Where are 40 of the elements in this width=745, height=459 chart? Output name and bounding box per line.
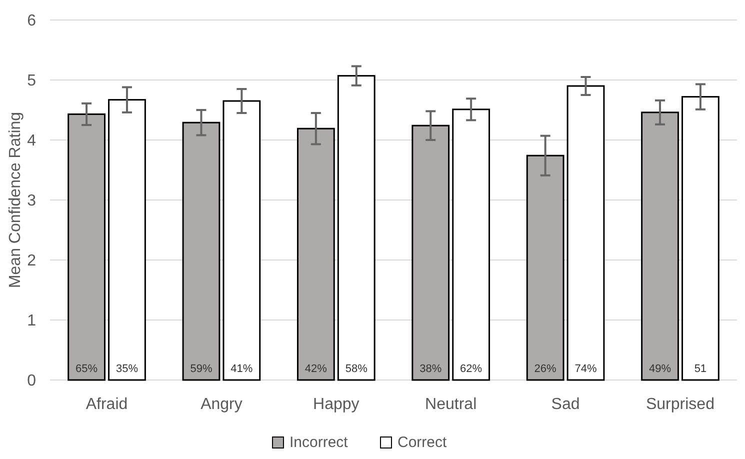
annotation: 62% <box>460 363 482 375</box>
bar <box>108 99 146 381</box>
bar <box>452 108 490 381</box>
x-tick-label: Sad <box>551 396 580 413</box>
bar <box>296 128 335 381</box>
bar <box>682 96 720 381</box>
x-tick-label: Neutral <box>425 396 477 413</box>
x-tick-label: Afraid <box>86 396 128 413</box>
y-axis-title: Mean Confidence Rating <box>7 112 24 288</box>
x-tick-label: Surprised <box>646 396 714 413</box>
y-tick-label: 4 <box>27 132 36 150</box>
annotation: 41% <box>230 363 253 375</box>
legend-label: Correct <box>398 434 448 451</box>
annotation: 38% <box>420 363 442 375</box>
y-tick-label: 2 <box>27 252 36 270</box>
bar <box>222 100 261 381</box>
annotation: 65% <box>76 363 98 375</box>
annotation: 59% <box>190 363 212 375</box>
bar <box>182 122 220 381</box>
annotation: 49% <box>648 363 672 375</box>
bar <box>526 154 564 381</box>
annotation: 42% <box>304 363 328 375</box>
annotation: 51 <box>694 363 707 375</box>
legend-label: Incorrect <box>290 434 349 451</box>
y-tick-label: 1 <box>27 312 36 330</box>
x-tick-label: Angry <box>200 396 242 413</box>
y-tick-label: 0 <box>27 372 36 390</box>
annotation: 74% <box>574 363 597 375</box>
annotation: 35% <box>116 363 138 375</box>
bar <box>337 75 376 381</box>
bar <box>68 113 106 381</box>
annotation: 26% <box>534 363 557 375</box>
bar <box>566 85 605 381</box>
y-tick-label: 6 <box>27 12 36 30</box>
annotation: 58% <box>345 363 368 375</box>
bar <box>412 124 450 381</box>
y-tick-label: 3 <box>27 192 36 210</box>
bar <box>641 112 679 381</box>
y-tick-label: 5 <box>27 72 36 90</box>
x-tick-label: Happy <box>313 396 360 413</box>
